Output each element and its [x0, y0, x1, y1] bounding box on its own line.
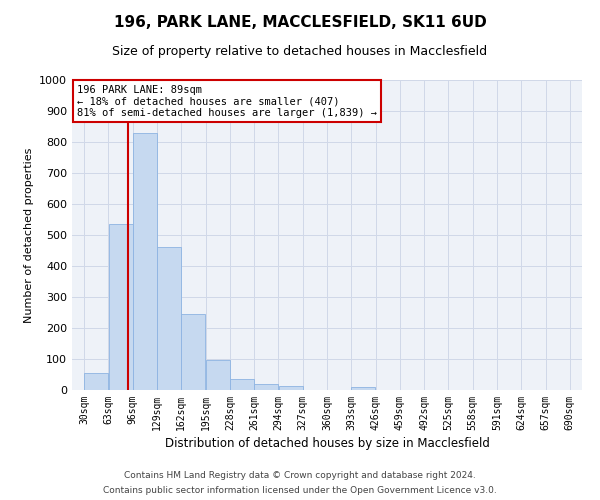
Bar — [352, 387, 376, 390]
Text: 196 PARK LANE: 89sqm
← 18% of detached houses are smaller (407)
81% of semi-deta: 196 PARK LANE: 89sqm ← 18% of detached h… — [77, 84, 377, 118]
Bar — [206, 360, 230, 390]
Bar — [157, 248, 181, 390]
Text: Contains public sector information licensed under the Open Government Licence v3: Contains public sector information licen… — [103, 486, 497, 495]
Text: 196, PARK LANE, MACCLESFIELD, SK11 6UD: 196, PARK LANE, MACCLESFIELD, SK11 6UD — [113, 15, 487, 30]
Text: Contains HM Land Registry data © Crown copyright and database right 2024.: Contains HM Land Registry data © Crown c… — [124, 471, 476, 480]
Text: Size of property relative to detached houses in Macclesfield: Size of property relative to detached ho… — [112, 45, 488, 58]
Bar — [254, 384, 278, 390]
Bar — [133, 134, 157, 390]
Bar — [278, 386, 302, 390]
Bar — [230, 379, 254, 390]
Bar — [109, 224, 133, 390]
Bar — [84, 373, 109, 390]
Bar — [181, 314, 205, 390]
X-axis label: Distribution of detached houses by size in Macclesfield: Distribution of detached houses by size … — [164, 437, 490, 450]
Y-axis label: Number of detached properties: Number of detached properties — [23, 148, 34, 322]
